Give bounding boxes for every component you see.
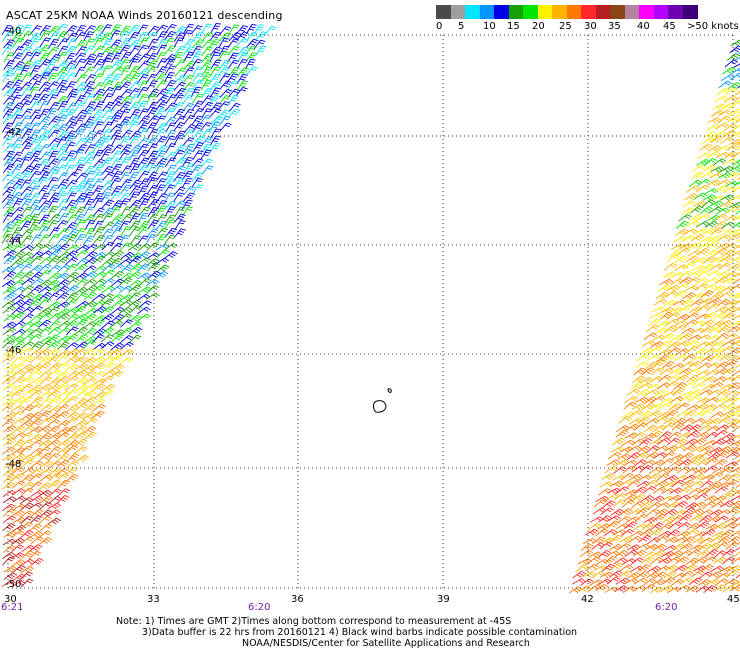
lat-tick-label: -46 (5, 345, 21, 356)
lat-tick-label: -48 (5, 459, 21, 470)
lat-tick-label: -42 (5, 127, 21, 138)
lon-tick-label: 33 (147, 594, 160, 605)
wind-barbs-west-swath (1, 23, 277, 588)
map-title: ASCAT 25KM NOAA Winds 20160121 descendin… (6, 9, 283, 22)
lat-tick-label: -44 (5, 236, 21, 247)
lat-lon-grid (7, 34, 734, 589)
colorbar-label: 40 (637, 21, 650, 32)
colorbar-label: 10 (483, 21, 496, 32)
notes: Note: 1) Times are GMT 2)Times along bot… (116, 616, 577, 649)
colorbar-label: 25 (559, 21, 572, 32)
colorbar-swatch (537, 5, 553, 19)
time-label: 6:21 (1, 602, 23, 613)
lon-tick-label: 45 (727, 594, 740, 605)
colorbar-swatch (552, 5, 567, 19)
note-line-1: Note: 1) Times are GMT 2)Times along bot… (116, 616, 512, 627)
island-outline (373, 388, 392, 413)
colorbar-swatch (436, 5, 451, 19)
colorbar-label: 35 (608, 21, 621, 32)
lat-tick-label: -50 (5, 579, 21, 590)
colorbar-swatch (450, 5, 466, 19)
colorbar-swatch (479, 5, 495, 19)
colorbar-label: 30 (584, 21, 597, 32)
colorbar-swatch (624, 5, 640, 19)
colorbar-swatch (566, 5, 582, 19)
colorbar-swatch (581, 5, 596, 19)
colorbar-swatch (639, 5, 654, 19)
colorbar-swatch (610, 5, 625, 19)
lon-tick-label: 39 (437, 594, 450, 605)
colorbar-swatch (494, 5, 509, 19)
lon-tick-label: 30 (4, 594, 17, 605)
colorbar-swatch (595, 5, 611, 19)
colorbar-swatch (508, 5, 524, 19)
colorbar-label: >50 knots (687, 21, 739, 32)
time-label: 6:20 (248, 602, 270, 613)
colorbar-swatch (653, 5, 669, 19)
colorbar-swatch (523, 5, 538, 19)
colorbar-swatch (668, 5, 683, 19)
lat-tick-label: -40 (5, 26, 21, 37)
colorbar-swatch (682, 5, 698, 19)
colorbar-label: 5 (458, 21, 465, 32)
note-line-3: NOAA/NESDIS/Center for Satellite Applica… (242, 638, 530, 649)
lon-tick-label: 42 (581, 594, 594, 605)
colorbar-label: 20 (532, 21, 545, 32)
colorbar-swatch (465, 5, 480, 19)
colorbar-label: 0 (436, 21, 443, 32)
wind-barbs-east-swath (569, 39, 740, 594)
colorbar-label: 45 (663, 21, 676, 32)
note-line-2: 3)Data buffer is 22 hrs from 20160121 4)… (142, 627, 578, 638)
time-label: 6:20 (655, 602, 677, 613)
colorbar-label: 15 (507, 21, 520, 32)
lon-tick-label: 36 (291, 594, 304, 605)
